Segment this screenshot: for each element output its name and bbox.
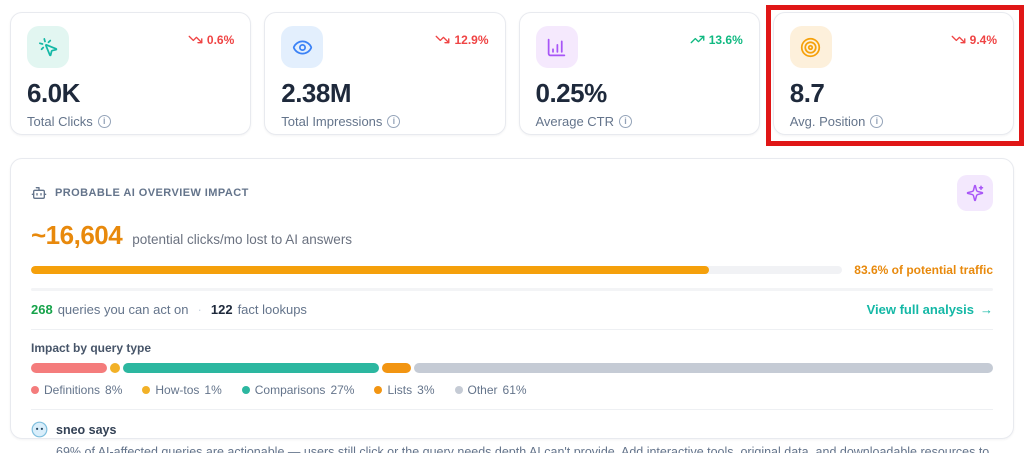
trend-value: 12.9% (454, 32, 489, 47)
legend-dot (142, 386, 151, 394)
legend-dot (374, 386, 383, 394)
mouse-pointer-click-icon (27, 26, 69, 68)
query-type-legend: Definitions 8% How-tos 1% Comparisons 27% L… (31, 383, 993, 397)
traffic-progress-label: 83.6% of potential traffic (854, 263, 993, 277)
legend-item-definitions: Definitions 8% (31, 383, 122, 397)
divider (31, 329, 993, 330)
callout-author: sneo says (56, 422, 117, 437)
bar-segment-other (413, 363, 993, 373)
sparkles-icon (966, 184, 984, 202)
impact-by-query-type-title: Impact by query type (31, 341, 152, 355)
chart-column-icon (535, 26, 578, 68)
traffic-progress-bar (31, 266, 843, 274)
sneo-says-callout: sneo says 69% of AI-affected queries are… (31, 421, 993, 453)
divider (31, 409, 993, 410)
actionable-count: 268 (31, 302, 53, 317)
stat-label: Avg. Position (789, 114, 866, 129)
legend-dot (454, 386, 463, 394)
ai-sparkles-button[interactable] (957, 175, 993, 211)
stat-value: 2.38M (281, 78, 352, 108)
legend-dot (241, 386, 250, 394)
bar-segment-comparisons (122, 363, 379, 373)
lost-clicks-value: ~16,604 (31, 220, 123, 250)
panel-title: PROBABLE AI OVERVIEW IMPACT (55, 187, 249, 199)
average-ctr-card: 13.6% 0.25% Average CTR (518, 12, 760, 135)
traffic-progress-fill (31, 266, 710, 274)
bar-segment-how-tos (110, 363, 120, 373)
stat-label: Total Clicks (27, 114, 93, 129)
bar-segment-lists (382, 363, 411, 373)
query-stats: 268 queries you can act on · 122 fact lookup… (31, 302, 307, 317)
trending-down-icon (188, 35, 203, 44)
callout-text: 69% of AI-affected queries are actionabl… (56, 445, 990, 453)
lookups-count: 122 (210, 302, 233, 317)
trending-up-icon (690, 35, 705, 44)
ai-overview-impact-panel: PROBABLE AI OVERVIEW IMPACT ~16,604 pote… (10, 158, 1014, 453)
trending-down-icon (436, 35, 450, 44)
bar-segment-definitions (31, 363, 107, 373)
stat-cards-row: 0.6% 6.0K Total Clicks 12.9% 2.38M Total… (10, 12, 1014, 135)
stat-value: 0.25% (535, 78, 608, 108)
legend-dot (31, 386, 39, 394)
separator: · (197, 302, 202, 317)
legend-item-other: Other 61% (454, 383, 527, 397)
total-clicks-card: 0.6% 6.0K Total Clicks (10, 12, 252, 135)
stat-value: 6.0K (27, 78, 80, 108)
trend-value: 13.6% (708, 32, 743, 47)
trend-badge: 9.4% (951, 32, 997, 47)
trend-badge: 13.6% (690, 32, 743, 47)
actionable-label: queries you can act on (57, 302, 189, 317)
info-icon[interactable] (387, 115, 401, 128)
trend-badge: 0.6% (188, 32, 234, 47)
eye-icon (281, 26, 324, 68)
total-impressions-card: 12.9% 2.38M Total Impressions (264, 12, 506, 135)
stat-label: Total Impressions (281, 114, 383, 129)
smiley-face-icon (31, 421, 48, 438)
info-icon[interactable] (619, 115, 633, 128)
stat-label: Average CTR (535, 114, 615, 129)
trending-down-icon (951, 35, 966, 44)
trend-value: 9.4% (969, 32, 997, 47)
info-icon[interactable] (97, 115, 111, 128)
legend-item-how-tos: How-tos 1% (142, 383, 222, 397)
query-type-stacked-bar (31, 363, 993, 373)
legend-item-comparisons: Comparisons 27% (241, 383, 354, 397)
lost-clicks-label: potential clicks/mo lost to AI answers (132, 232, 353, 247)
bot-icon (31, 187, 47, 199)
lookups-label: fact lookups (237, 302, 307, 317)
trend-value: 0.6% (206, 32, 235, 47)
divider (31, 288, 993, 291)
view-full-analysis-link[interactable]: View full analysis → (866, 302, 993, 317)
stat-value: 8.7 (789, 78, 825, 108)
target-icon (789, 26, 832, 68)
info-icon[interactable] (870, 115, 884, 128)
arrow-right-icon: → (980, 302, 993, 317)
trend-badge: 12.9% (435, 32, 489, 47)
avg-position-card: 9.4% 8.7 Avg. Position (772, 12, 1014, 135)
legend-item-lists: Lists 3% (374, 383, 435, 397)
